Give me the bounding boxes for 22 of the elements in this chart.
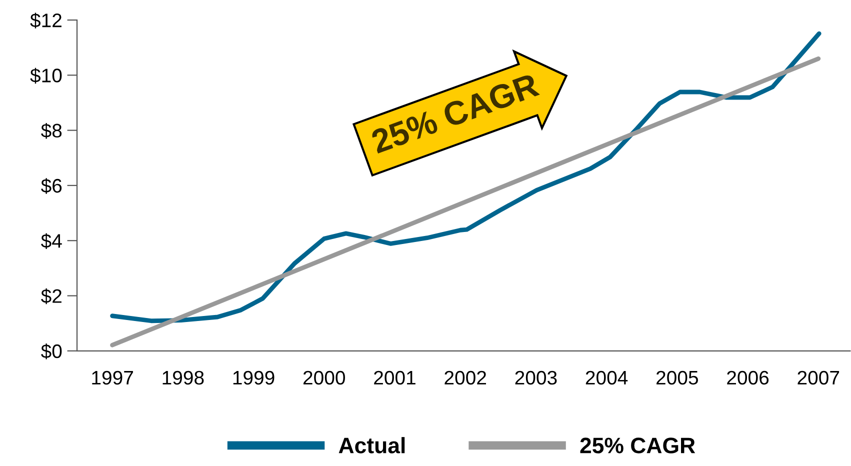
- x-tick-label: 2002: [444, 370, 486, 385]
- x-tick-label: 2004: [586, 370, 628, 385]
- y-tick-label: $0: [41, 344, 62, 360]
- x-tick-label: 2001: [374, 370, 416, 385]
- x-tick-label: 2003: [515, 370, 557, 385]
- x-tick-label: 1999: [233, 370, 274, 385]
- line-series: [110, 31, 822, 324]
- legend-label: Actual: [338, 437, 405, 454]
- x-tick-label: 2005: [656, 370, 698, 385]
- y-tick-label: $10: [30, 68, 62, 84]
- y-tick-label: $4: [41, 233, 62, 250]
- x-tick-label: 1997: [92, 370, 133, 385]
- x-tick-label: 2000: [303, 370, 346, 385]
- x-tick-label: 2006: [727, 370, 769, 385]
- x-tick-label: 1998: [162, 370, 204, 385]
- legend-label: 25% CAGR: [580, 438, 696, 454]
- y-tick-label: $12: [30, 12, 62, 28]
- y-tick-label: $8: [41, 122, 62, 139]
- annotation: 25% CAGR: [370, 72, 540, 154]
- y-tick-label: $2: [41, 288, 62, 304]
- x-tick-label: 2007: [798, 370, 840, 385]
- y-tick-label: $6: [41, 178, 62, 194]
